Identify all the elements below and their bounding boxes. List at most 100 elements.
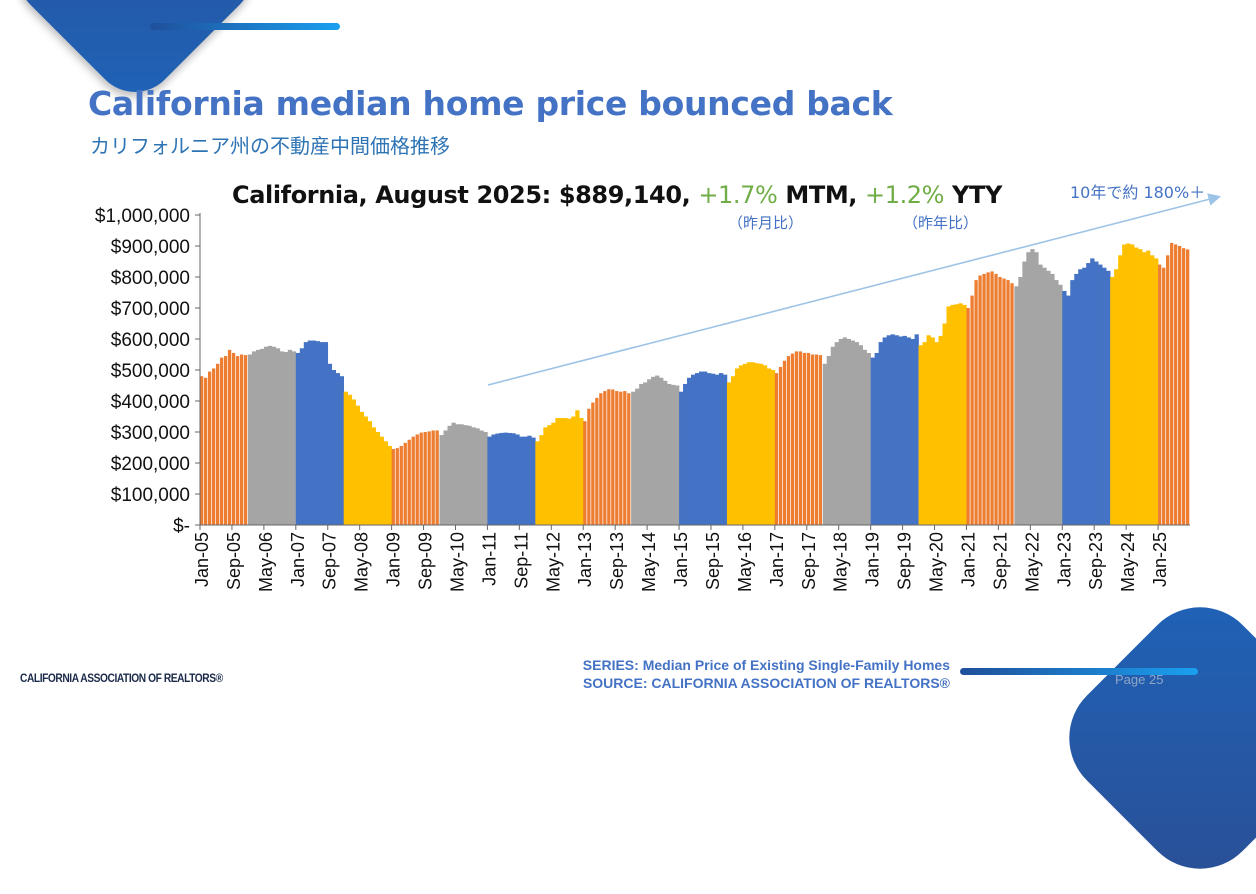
bar-month-241 <box>1162 267 1166 525</box>
x-tick-label: Sep-07 <box>320 532 340 590</box>
bar-month-43 <box>371 427 376 525</box>
bar-month-68 <box>471 427 476 525</box>
bar-month-18 <box>271 346 277 525</box>
bar-month-118 <box>671 384 676 525</box>
x-tick-label: Sep-09 <box>416 532 436 590</box>
bar-month-103 <box>611 389 615 525</box>
x-tick-label: Sep-05 <box>224 532 244 590</box>
bar-month-191 <box>962 304 967 525</box>
bar-month-108 <box>631 391 636 525</box>
bar-month-242 <box>1166 255 1170 526</box>
bar-month-140 <box>758 363 764 525</box>
bar-month-132 <box>726 382 732 525</box>
bar-month-49 <box>395 448 399 525</box>
bar-month-200 <box>998 277 1002 525</box>
bar-month-73 <box>491 434 496 525</box>
bar-month-160 <box>838 339 844 525</box>
bar-month-17 <box>267 345 273 525</box>
bar-month-45 <box>379 436 384 525</box>
x-tick-label: May-20 <box>927 532 947 592</box>
bar-month-168 <box>870 357 875 525</box>
x-tick-label: Sep-23 <box>1086 532 1106 590</box>
bar-month-93 <box>571 416 576 525</box>
bar-month-0 <box>200 376 204 525</box>
bar-month-171 <box>882 337 887 525</box>
y-tick-label: $500,000 <box>111 361 190 382</box>
bar-month-210 <box>1038 264 1043 525</box>
bar-month-138 <box>750 362 756 525</box>
bar-month-9 <box>235 356 240 525</box>
x-tick-label: Jan-05 <box>192 532 212 587</box>
x-tick-label: Jan-25 <box>1150 532 1170 587</box>
x-tick-label: Jan-23 <box>1054 532 1074 587</box>
bar-month-78 <box>511 433 516 525</box>
bar-month-114 <box>655 375 660 525</box>
bar-month-66 <box>463 425 468 525</box>
bar-month-217 <box>1066 295 1071 525</box>
bar-month-167 <box>866 352 871 525</box>
x-tick-label: Jan-09 <box>384 532 404 587</box>
bar-month-34 <box>335 373 341 525</box>
bar-month-220 <box>1078 269 1083 525</box>
bar-month-33 <box>331 370 337 525</box>
x-tick-label: Sep-11 <box>511 532 531 589</box>
bar-month-104 <box>615 391 619 525</box>
bar-month-69 <box>475 428 480 525</box>
bar-month-121 <box>683 383 688 525</box>
bar-month-65 <box>459 424 464 525</box>
bar-month-72 <box>487 436 492 525</box>
bar-month-228 <box>1110 277 1115 525</box>
bar-month-190 <box>958 303 963 525</box>
bar-month-218 <box>1070 280 1075 525</box>
bar-month-2 <box>207 371 212 525</box>
bar-month-27 <box>307 340 313 525</box>
slide-subtitle: カリフォルニア州の不動産中間価格推移 <box>90 134 450 158</box>
bar-month-60 <box>439 435 444 525</box>
bar-month-153 <box>810 354 815 525</box>
bar-month-98 <box>591 402 595 525</box>
bar-month-178 <box>910 339 915 525</box>
bar-month-40 <box>359 411 364 525</box>
bar-month-231 <box>1122 244 1127 525</box>
bar-month-181 <box>922 342 927 525</box>
bar-month-133 <box>730 376 736 525</box>
bar-month-128 <box>710 373 716 525</box>
bar-month-51 <box>403 442 407 525</box>
y-tick-label: $300,000 <box>111 423 190 444</box>
bar-month-110 <box>639 383 644 525</box>
bar-month-76 <box>503 432 508 525</box>
bar-month-87 <box>547 425 552 525</box>
bar-month-94 <box>575 410 580 525</box>
bar-month-86 <box>543 427 548 525</box>
bar-month-184 <box>934 342 939 525</box>
bar-month-170 <box>878 342 883 525</box>
decorative-line <box>150 23 340 30</box>
page-number: Page 25 <box>1115 672 1164 687</box>
bar-month-57 <box>427 431 431 525</box>
bar-month-38 <box>351 399 356 525</box>
bar-month-235 <box>1138 249 1143 525</box>
bar-month-41 <box>363 416 368 525</box>
x-tick-label: Jan-17 <box>767 532 787 587</box>
x-tick-label: Jan-07 <box>288 532 308 587</box>
bar-month-10 <box>239 354 244 525</box>
bar-month-152 <box>806 352 811 525</box>
bar-month-137 <box>746 362 752 525</box>
growth-annotation: 10年で約 180%＋ <box>1070 183 1206 202</box>
bar-month-213 <box>1050 273 1055 525</box>
bar-month-19 <box>275 348 281 525</box>
bar-month-192 <box>966 308 970 525</box>
bar-month-29 <box>315 341 321 525</box>
bar-month-109 <box>635 388 640 525</box>
bar-month-222 <box>1086 263 1091 525</box>
bar-month-144 <box>774 373 779 525</box>
bar-month-53 <box>411 436 415 525</box>
bar-month-35 <box>339 376 345 525</box>
bar-month-117 <box>667 383 672 525</box>
bar-month-54 <box>415 434 419 525</box>
bar-month-64 <box>455 424 460 525</box>
source-note: SERIES: Median Price of Existing Single-… <box>583 656 950 692</box>
chart-title: California, August 2025: $889,140, +1.7%… <box>0 181 1234 209</box>
bar-month-226 <box>1102 267 1107 525</box>
series-line: SERIES: Median Price of Existing Single-… <box>582 657 950 673</box>
